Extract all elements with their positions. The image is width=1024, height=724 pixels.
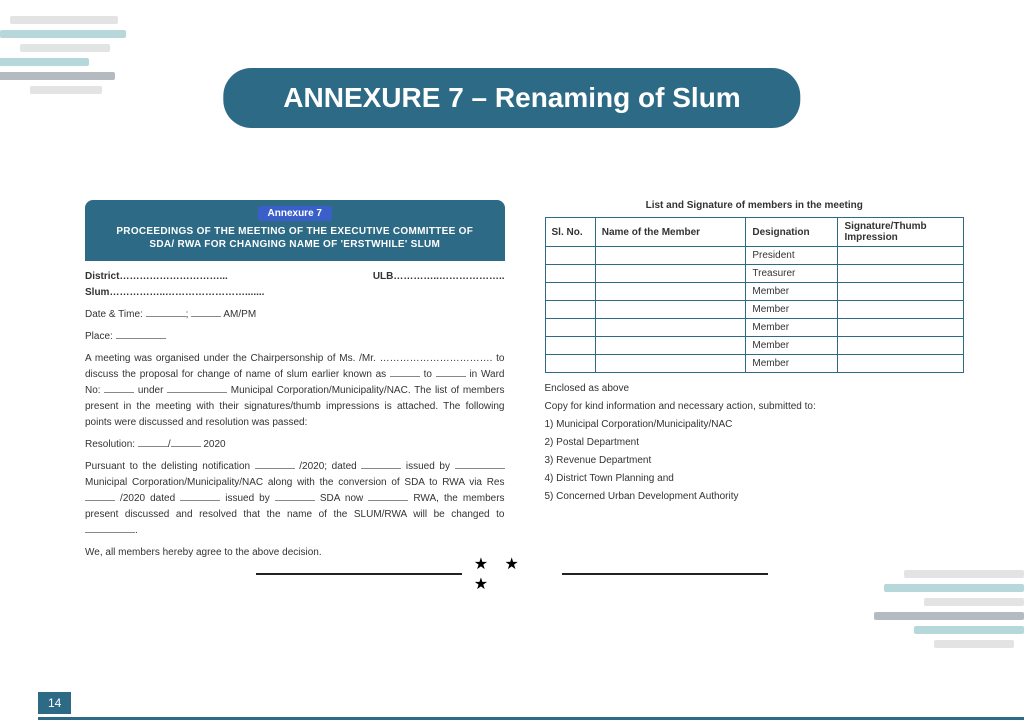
page-title-banner: ANNEXURE 7 – Renaming of Slum bbox=[223, 68, 800, 128]
divider-stars: ★ ★ ★ bbox=[474, 554, 551, 594]
copy-item: 2) Postal Department bbox=[545, 435, 965, 451]
copy-intro: Copy for kind information and necessary … bbox=[545, 399, 965, 415]
copy-item: 4) District Town Planning and bbox=[545, 471, 965, 487]
page-number: 14 bbox=[38, 692, 71, 714]
district-line: District…………………………... ULB…………..……………….. … bbox=[85, 269, 505, 301]
table-row: Member bbox=[545, 283, 964, 301]
card-header: Annexure 7 PROCEEDINGS OF THE MEETING OF… bbox=[85, 200, 505, 261]
blank-date bbox=[146, 307, 186, 317]
th-sign: Signature/Thumb Impression bbox=[838, 218, 964, 247]
resolution-line: Resolution: / 2020 bbox=[85, 437, 505, 453]
table-row: Member bbox=[545, 301, 964, 319]
table-title: List and Signature of members in the mee… bbox=[545, 200, 965, 211]
blank-place bbox=[116, 329, 166, 339]
decoration-top-left bbox=[0, 10, 160, 130]
left-column: Annexure 7 PROCEEDINGS OF THE MEETING OF… bbox=[85, 200, 505, 567]
members-table: Sl. No. Name of the Member Designation S… bbox=[545, 217, 965, 373]
footer-line bbox=[38, 717, 1024, 720]
card-title-line1: PROCEEDINGS OF THE MEETING OF THE EXECUT… bbox=[95, 225, 495, 238]
section-divider: ★ ★ ★ bbox=[256, 554, 768, 594]
right-column: List and Signature of members in the mee… bbox=[545, 200, 965, 567]
table-row: Member bbox=[545, 355, 964, 373]
th-name: Name of the Member bbox=[595, 218, 746, 247]
copy-item: 1) Municipal Corporation/Municipality/NA… bbox=[545, 417, 965, 433]
table-row: Member bbox=[545, 319, 964, 337]
paragraph-2: Pursuant to the delisting notification /… bbox=[85, 459, 505, 539]
form-body: District…………………………... ULB…………..……………….. … bbox=[85, 269, 505, 561]
enclosed-line: Enclosed as above bbox=[545, 381, 965, 397]
place-line: Place: bbox=[85, 329, 505, 345]
divider-line-right bbox=[562, 573, 768, 575]
copy-item: 3) Revenue Department bbox=[545, 453, 965, 469]
paragraph-1: A meeting was organised under the Chairp… bbox=[85, 351, 505, 431]
card-title-line2: SDA/ RWA FOR CHANGING NAME OF 'ERSTWHILE… bbox=[95, 238, 495, 251]
th-desig: Designation bbox=[746, 218, 838, 247]
blank-time bbox=[191, 307, 221, 317]
table-row: Member bbox=[545, 337, 964, 355]
table-row: Treasurer bbox=[545, 265, 964, 283]
copy-item: 5) Concerned Urban Development Authority bbox=[545, 489, 965, 505]
decoration-bottom-right bbox=[844, 564, 1024, 684]
content-area: Annexure 7 PROCEEDINGS OF THE MEETING OF… bbox=[85, 200, 964, 567]
below-table: Enclosed as above Copy for kind informat… bbox=[545, 381, 965, 505]
datetime-line: Date & Time: ; AM/PM bbox=[85, 307, 505, 323]
divider-line-left bbox=[256, 573, 462, 575]
annexure-badge: Annexure 7 bbox=[258, 206, 332, 221]
table-header-row: Sl. No. Name of the Member Designation S… bbox=[545, 218, 964, 247]
th-slno: Sl. No. bbox=[545, 218, 595, 247]
table-row: President bbox=[545, 247, 964, 265]
page-title: ANNEXURE 7 – Renaming of Slum bbox=[283, 82, 740, 113]
